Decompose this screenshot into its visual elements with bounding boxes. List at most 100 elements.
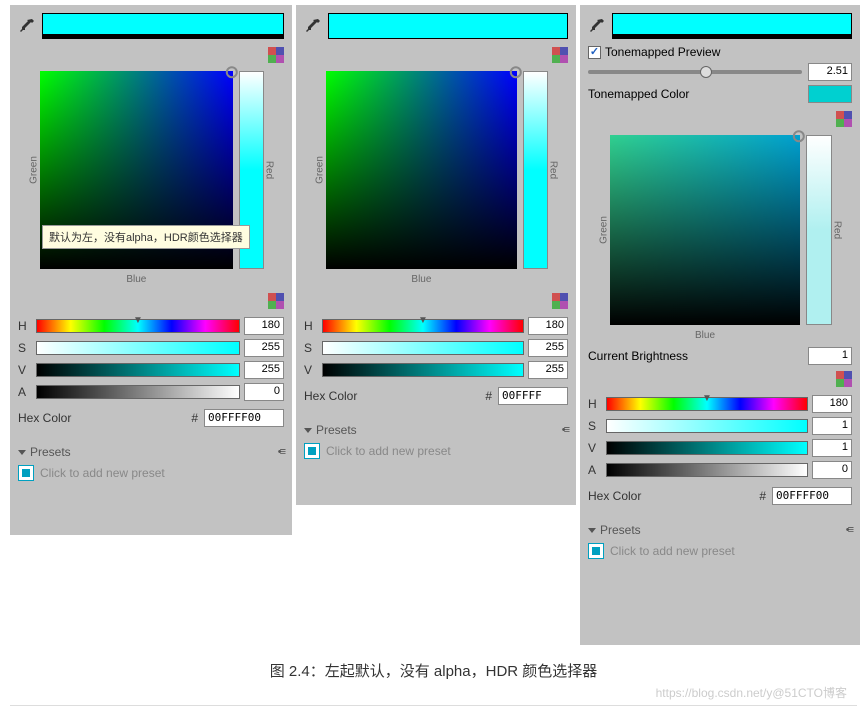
val-slider[interactable] [606, 441, 808, 455]
tonemap-color-label: Tonemapped Color [588, 87, 689, 101]
tonemap-slider-row: 2.51 [588, 63, 852, 81]
sv-cursor-icon[interactable] [225, 66, 237, 78]
color-picker-panel-default: Green Blue Red 默认为左，没有alpha，HDR颜色选择器 H ▼… [10, 5, 292, 535]
sv-cursor-icon[interactable] [510, 66, 522, 78]
val-slider[interactable] [322, 363, 524, 377]
val-slider[interactable] [36, 363, 240, 377]
alpha-slider[interactable] [606, 463, 808, 477]
add-preset-icon [304, 443, 320, 459]
val-label: V [18, 363, 32, 377]
brightness-value-input[interactable]: 1 [808, 347, 852, 365]
sat-slider-row: S 255 [18, 339, 284, 357]
tonemap-preview-row: ✓ Tonemapped Preview [588, 45, 852, 59]
hue-value-input[interactable]: 180 [528, 317, 568, 335]
palette-icon[interactable] [268, 293, 284, 309]
hex-input[interactable]: 00FFFF00 [772, 487, 852, 505]
alpha-label: A [18, 385, 32, 399]
hex-input[interactable]: 00FFFF [498, 387, 568, 405]
tonemap-color-swatch [808, 85, 852, 103]
alpha-slider-row: A 0 [588, 461, 852, 479]
axis-blue-label: Blue [695, 330, 715, 341]
presets-header[interactable]: Presets •≡ [588, 523, 852, 537]
hue-slider[interactable]: ▼ [36, 319, 240, 333]
hue-slider[interactable]: ▼ [606, 397, 808, 411]
val-label: V [304, 363, 318, 377]
brightness-row: Current Brightness 1 [588, 347, 852, 365]
top-row [304, 13, 568, 39]
disclosure-triangle-icon [588, 528, 596, 533]
hex-input[interactable]: 00FFFF00 [204, 409, 284, 427]
add-preset-row[interactable]: Click to add new preset [18, 465, 284, 481]
alpha-label: A [588, 463, 602, 477]
sat-value-input[interactable]: 255 [528, 339, 568, 357]
palette-icon[interactable] [552, 293, 568, 309]
sv-group: Green Blue Red [610, 135, 832, 325]
divider [10, 705, 857, 706]
hue-slider[interactable]: ▼ [322, 319, 524, 333]
hue-label: H [18, 319, 32, 333]
sat-slider[interactable] [606, 419, 808, 433]
current-color-swatch [42, 13, 284, 39]
axis-blue-label: Blue [126, 274, 146, 285]
presets-menu-icon[interactable]: •≡ [278, 446, 284, 458]
add-preset-row[interactable]: Click to add new preset [304, 443, 568, 459]
presets-menu-icon[interactable]: •≡ [562, 424, 568, 436]
tonemap-slider-knob[interactable] [700, 66, 712, 78]
eyedropper-icon[interactable] [588, 17, 606, 35]
palette-icon[interactable] [552, 47, 568, 63]
val-value-input[interactable]: 255 [528, 361, 568, 379]
check-icon: ✓ [590, 47, 599, 58]
eyedropper-icon[interactable] [18, 17, 36, 35]
sv-field[interactable]: Green Blue [610, 135, 800, 325]
hue-label: H [588, 397, 602, 411]
tonemap-slider[interactable] [588, 70, 802, 74]
sv-cursor-icon[interactable] [793, 130, 805, 142]
axis-red-label: Red [547, 161, 558, 179]
disclosure-triangle-icon [18, 450, 26, 455]
sat-value-input[interactable]: 1 [812, 417, 852, 435]
palette-icon[interactable] [836, 371, 852, 387]
color-picker-panel-hdr: ✓ Tonemapped Preview 2.51 Tonemapped Col… [580, 5, 860, 645]
axis-green-label: Green [28, 156, 39, 184]
add-preset-icon [18, 465, 34, 481]
hue-value-input[interactable]: 180 [812, 395, 852, 413]
eyedropper-icon[interactable] [304, 17, 322, 35]
hue-column[interactable] [806, 135, 832, 325]
presets-header[interactable]: Presets •≡ [304, 423, 568, 437]
sat-slider[interactable] [36, 341, 240, 355]
sat-value-input[interactable]: 255 [244, 339, 284, 357]
hex-label: Hex Color [588, 489, 641, 503]
palette-icon[interactable] [268, 47, 284, 63]
alpha-slider[interactable] [36, 385, 240, 399]
val-slider-row: V 255 [18, 361, 284, 379]
presets-label: Presets [600, 523, 641, 537]
top-row [588, 13, 852, 39]
presets-menu-icon[interactable]: •≡ [846, 524, 852, 536]
sat-label: S [304, 341, 318, 355]
add-preset-icon [588, 543, 604, 559]
val-value-input[interactable]: 255 [244, 361, 284, 379]
tonemap-value-input[interactable]: 2.51 [808, 63, 852, 81]
hue-slider-row: H ▼ 180 [18, 317, 284, 335]
add-preset-label: Click to add new preset [326, 444, 451, 458]
hue-value-input[interactable]: 180 [244, 317, 284, 335]
add-preset-label: Click to add new preset [40, 466, 165, 480]
axis-red-label: Red [263, 161, 274, 179]
alpha-value-input[interactable]: 0 [812, 461, 852, 479]
sv-field[interactable]: Green Blue [326, 71, 517, 269]
add-preset-label: Click to add new preset [610, 544, 735, 558]
tonemap-checkbox[interactable]: ✓ [588, 46, 601, 59]
val-value-input[interactable]: 1 [812, 439, 852, 457]
presets-label: Presets [30, 445, 71, 459]
add-preset-row[interactable]: Click to add new preset [588, 543, 852, 559]
hue-column[interactable] [523, 71, 548, 269]
sv-group: Green Blue Red [326, 71, 548, 269]
hex-row: Hex Color # 00FFFF00 [18, 409, 284, 427]
presets-header[interactable]: Presets •≡ [18, 445, 284, 459]
sat-label: S [18, 341, 32, 355]
hue-slider-row: H ▼ 180 [304, 317, 568, 335]
hex-row: Hex Color # 00FFFF [304, 387, 568, 405]
sat-slider[interactable] [322, 341, 524, 355]
alpha-value-input[interactable]: 0 [244, 383, 284, 401]
palette-icon[interactable] [836, 111, 852, 127]
